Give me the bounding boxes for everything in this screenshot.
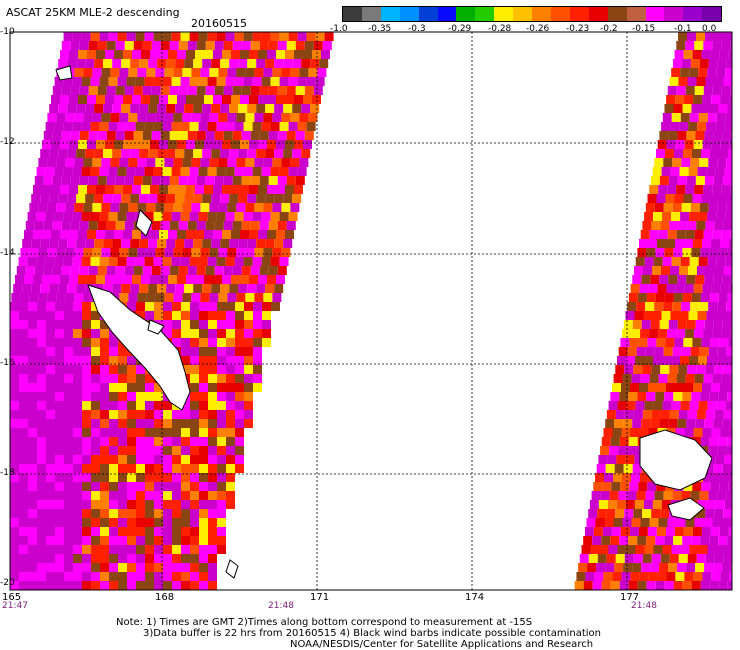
lon-label: 171	[310, 592, 330, 603]
product-title: ASCAT 25KM MLE-2 descending	[6, 6, 180, 19]
lat-label: -20	[0, 578, 15, 588]
lat-label: -10	[0, 27, 15, 37]
product-date: 20160515	[191, 17, 247, 30]
coastlines	[55, 65, 713, 579]
color-segment	[494, 7, 514, 21]
color-segment	[475, 7, 495, 21]
color-scale-label: -0.23	[566, 24, 590, 34]
graticule	[10, 32, 732, 590]
color-segment	[664, 7, 684, 21]
color-scale-label: -0.26	[526, 24, 550, 34]
color-segment	[380, 7, 400, 21]
fiji-island-small	[667, 497, 705, 521]
lat-label: -18	[0, 468, 15, 478]
color-scale-label: 0.0	[702, 24, 717, 34]
color-scale-label: -0.35	[368, 24, 392, 34]
vanuatu-island	[135, 209, 153, 237]
color-segment	[645, 7, 665, 21]
fiji-island	[639, 429, 713, 491]
lon-label: 168	[155, 592, 175, 603]
lat-label: -12	[0, 137, 15, 147]
color-segment	[550, 7, 570, 21]
color-segment	[607, 7, 627, 21]
footnote-line-3: NOAA/NESDIS/Center for Satellite Applica…	[290, 639, 594, 650]
color-scale-label: -0.15	[632, 24, 656, 34]
color-segment	[569, 7, 589, 21]
time-label: 21:48	[631, 601, 657, 611]
color-segment	[532, 7, 551, 21]
time-label: 21:47	[2, 601, 28, 611]
map-frame	[9, 31, 733, 591]
island-outline	[55, 65, 73, 81]
lat-label: -14	[0, 248, 15, 258]
footnote-line-2: 3)Data buffer is 22 hrs from 20160515 4)…	[143, 628, 601, 639]
lon-label: 177	[620, 592, 640, 603]
color-segment	[683, 7, 703, 21]
color-segment	[437, 7, 457, 21]
color-scale-label: -0.1	[674, 24, 692, 34]
color-segment	[588, 7, 608, 21]
lon-label: 174	[465, 592, 485, 603]
color-scale-label: -0.28	[488, 24, 512, 34]
color-segment	[626, 7, 646, 21]
swath-layer	[10, 32, 733, 590]
color-segment	[513, 7, 533, 21]
color-scale-label: -0.2	[600, 24, 618, 34]
loyalty-islands	[147, 319, 165, 335]
footnote-line-1: Note: 1) Times are GMT 2)Times along bot…	[116, 617, 533, 628]
color-segment	[418, 7, 438, 21]
color-scale-label: -0.3	[408, 24, 426, 34]
color-scale-labels: -1.0 -0.35 -0.3 -0.29 -0.28 -0.26 -0.23 …	[330, 24, 740, 36]
color-scale-label: -1.0	[330, 24, 348, 34]
color-segment	[456, 7, 476, 21]
color-segment	[343, 7, 362, 21]
color-segment	[361, 7, 381, 21]
color-segment	[399, 7, 419, 21]
lat-label: -16	[0, 358, 15, 368]
new-caledonia-island	[87, 284, 191, 411]
lon-label: 165	[2, 592, 22, 603]
color-segment	[702, 7, 722, 21]
island-outline	[225, 559, 239, 579]
time-label: 21:48	[268, 601, 294, 611]
color-scale-label: -0.29	[448, 24, 472, 34]
color-scale-bar	[342, 6, 722, 22]
